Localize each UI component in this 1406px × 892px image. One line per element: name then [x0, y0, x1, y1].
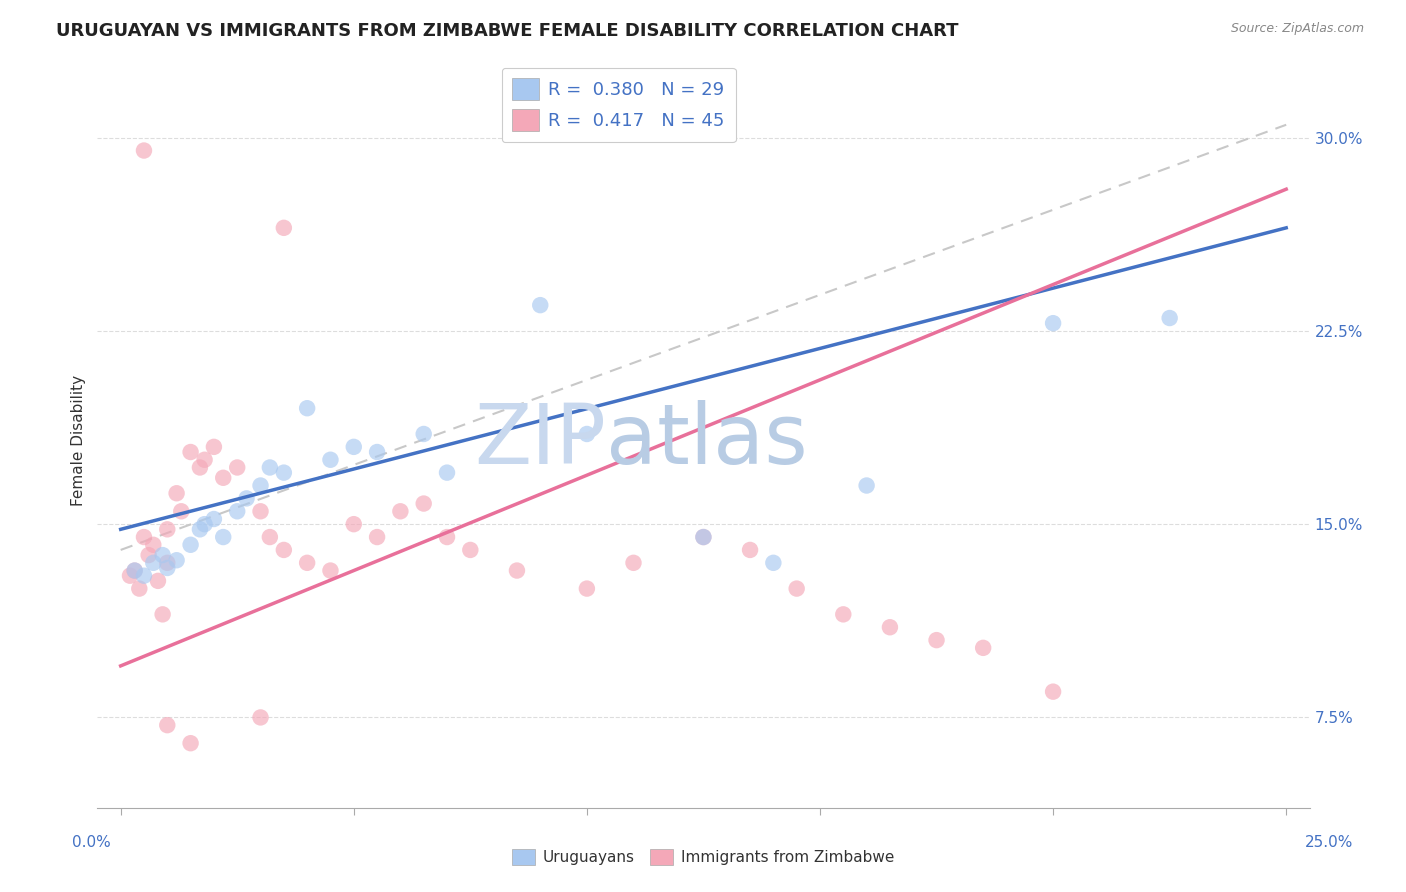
Point [273, 466, 295, 480]
Point [972, 640, 994, 655]
Point [249, 478, 271, 492]
Point [366, 530, 388, 544]
Point [142, 538, 165, 552]
Legend: Uruguayans, Immigrants from Zimbabwe: Uruguayans, Immigrants from Zimbabwe [506, 843, 900, 871]
Point [212, 471, 235, 485]
Point [152, 548, 174, 562]
Point [226, 504, 249, 518]
Point [194, 452, 217, 467]
Point [156, 561, 179, 575]
Point [460, 543, 482, 558]
Text: ZIP: ZIP [475, 400, 606, 481]
Point [855, 478, 877, 492]
Point [170, 504, 193, 518]
Point [132, 144, 155, 158]
Point [762, 556, 785, 570]
Point [118, 568, 141, 582]
Point [366, 445, 388, 459]
Point [188, 522, 211, 536]
Point [188, 460, 211, 475]
Point [180, 445, 202, 459]
Point [575, 582, 598, 596]
Point [132, 568, 155, 582]
Point [259, 460, 281, 475]
Point [156, 556, 179, 570]
Point [436, 530, 458, 544]
Point [575, 427, 598, 442]
Point [138, 548, 160, 562]
Point [273, 543, 295, 558]
Point [273, 220, 295, 235]
Point [692, 530, 714, 544]
Point [1042, 316, 1064, 330]
Point [249, 504, 271, 518]
Point [124, 564, 146, 578]
Point [506, 564, 529, 578]
Point [194, 517, 217, 532]
Point [1042, 684, 1064, 698]
Point [152, 607, 174, 622]
Legend: R =  0.380   N = 29, R =  0.417   N = 45: R = 0.380 N = 29, R = 0.417 N = 45 [502, 68, 735, 143]
Point [124, 564, 146, 578]
Point [436, 466, 458, 480]
Text: Source: ZipAtlas.com: Source: ZipAtlas.com [1230, 22, 1364, 36]
Point [319, 564, 342, 578]
Point [202, 512, 225, 526]
Point [319, 452, 342, 467]
Text: 0.0%: 0.0% [72, 836, 111, 850]
Point [623, 556, 645, 570]
Point [142, 556, 165, 570]
Point [389, 504, 412, 518]
Point [235, 491, 257, 506]
Point [202, 440, 225, 454]
Point [925, 633, 948, 648]
Point [180, 538, 202, 552]
Point [412, 427, 434, 442]
Point [249, 710, 271, 724]
Point [166, 553, 188, 567]
Point [879, 620, 901, 634]
Point [166, 486, 188, 500]
Point [226, 460, 249, 475]
Y-axis label: Female Disability: Female Disability [72, 375, 86, 506]
Text: 25.0%: 25.0% [1305, 836, 1353, 850]
Point [832, 607, 855, 622]
Point [259, 530, 281, 544]
Text: atlas: atlas [606, 400, 808, 481]
Point [180, 736, 202, 750]
Point [212, 530, 235, 544]
Point [128, 582, 150, 596]
Point [343, 440, 366, 454]
Point [529, 298, 551, 312]
Point [295, 556, 318, 570]
Point [295, 401, 318, 416]
Point [1159, 311, 1181, 326]
Point [156, 718, 179, 732]
Point [692, 530, 714, 544]
Point [146, 574, 169, 588]
Point [132, 530, 155, 544]
Point [343, 517, 366, 532]
Point [156, 522, 179, 536]
Point [738, 543, 761, 558]
Point [412, 497, 434, 511]
Text: URUGUAYAN VS IMMIGRANTS FROM ZIMBABWE FEMALE DISABILITY CORRELATION CHART: URUGUAYAN VS IMMIGRANTS FROM ZIMBABWE FE… [56, 22, 959, 40]
Point [786, 582, 808, 596]
